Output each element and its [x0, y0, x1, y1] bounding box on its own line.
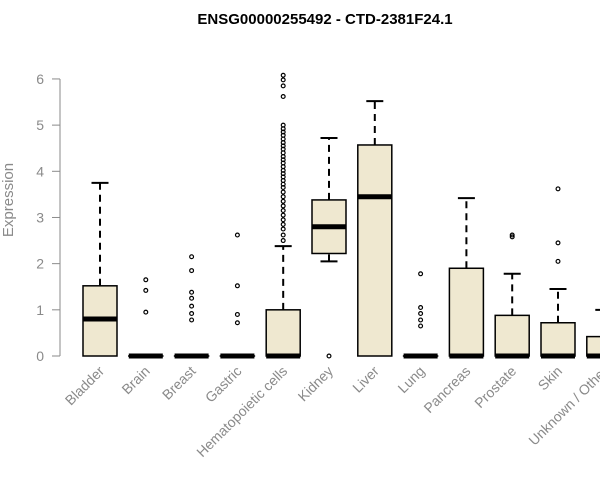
- outlier-point: [143, 309, 149, 315]
- chart-title: ENSG00000255492 - CTD-2381F24.1: [197, 11, 452, 28]
- outlier-point: [509, 232, 515, 238]
- x-tick-label: Kidney: [295, 363, 337, 405]
- box-prostate: [494, 232, 530, 359]
- box-kidney: [311, 137, 347, 359]
- box-body: [586, 335, 600, 357]
- box-body: [448, 267, 485, 357]
- outlier-point: [189, 254, 195, 260]
- outlier-point: [234, 320, 240, 326]
- outlier-point: [509, 234, 515, 240]
- outlier-point: [234, 232, 240, 238]
- outlier-point: [418, 317, 424, 323]
- box-unknown-other: [586, 308, 600, 359]
- box-body: [540, 322, 576, 357]
- outlier-point: [280, 226, 286, 232]
- box-bladder: [82, 181, 118, 357]
- box-liver: [357, 100, 393, 357]
- x-tick-label: Breast: [159, 363, 199, 403]
- outlier-point: [280, 122, 286, 128]
- outlier-point: [280, 93, 286, 99]
- outlier-point: [280, 232, 286, 238]
- outlier-point: [280, 203, 286, 209]
- outlier-point: [280, 198, 286, 204]
- x-tick-label: Pancreas: [420, 363, 473, 416]
- box-brain: [128, 277, 164, 359]
- outlier-point: [189, 268, 195, 274]
- box-gastric: [219, 232, 256, 359]
- outlier-point: [280, 72, 286, 78]
- outlier-point: [555, 258, 561, 264]
- outlier-point: [189, 295, 195, 301]
- box-pancreas: [448, 197, 485, 359]
- outlier-point: [418, 271, 424, 277]
- box-skin: [540, 186, 576, 359]
- outlier-point: [418, 311, 424, 317]
- outlier-point: [280, 238, 286, 244]
- x-tick-label: Bladder: [62, 363, 108, 409]
- outlier-point: [280, 83, 286, 89]
- outlier-point: [418, 305, 424, 311]
- outlier-point: [280, 217, 286, 223]
- outlier-point: [143, 277, 149, 283]
- y-tick-label: 2: [36, 256, 44, 272]
- outlier-point: [189, 289, 195, 295]
- outlier-point: [280, 221, 286, 227]
- outlier-point: [280, 194, 286, 200]
- outlier-point: [234, 283, 240, 289]
- outlier-point: [234, 311, 240, 317]
- outlier-point: [555, 186, 561, 192]
- outlier-point: [280, 208, 286, 214]
- y-tick-label: 0: [36, 348, 44, 364]
- plot-area: [82, 72, 600, 359]
- outlier-point: [189, 317, 195, 323]
- box-body: [494, 314, 530, 357]
- y-tick-label: 6: [36, 71, 44, 87]
- outlier-point: [143, 287, 149, 293]
- outlier-point: [280, 77, 286, 83]
- x-tick-label: Brain: [118, 363, 152, 397]
- box-hematopoietic-cells: [265, 72, 301, 359]
- box-breast: [173, 254, 210, 359]
- x-tick-label: Prostate: [471, 363, 519, 411]
- x-tick-label: Skin: [535, 363, 566, 394]
- outlier-point: [189, 303, 195, 309]
- outlier-point: [280, 189, 286, 195]
- y-tick-label: 3: [36, 209, 44, 225]
- y-tick-label: 1: [36, 302, 44, 318]
- y-axis-label: Expression: [0, 163, 17, 237]
- outlier-point: [418, 323, 424, 329]
- x-tick-label: Liver: [349, 363, 382, 396]
- box-body: [357, 144, 393, 357]
- outlier-point: [326, 353, 332, 359]
- y-axis: 0 1 2 3 4 5 6: [36, 71, 61, 364]
- x-tick-label: Hematopoietic cells: [193, 363, 290, 460]
- y-tick-label: 4: [36, 163, 44, 179]
- outlier-point: [280, 212, 286, 218]
- box-lung: [402, 271, 439, 359]
- outlier-point: [189, 311, 195, 317]
- box-body: [265, 309, 301, 357]
- outlier-point: [555, 240, 561, 246]
- x-tick-label: Gastric: [202, 363, 245, 406]
- y-tick-label: 5: [36, 117, 44, 133]
- x-tick-label: Lung: [394, 363, 427, 396]
